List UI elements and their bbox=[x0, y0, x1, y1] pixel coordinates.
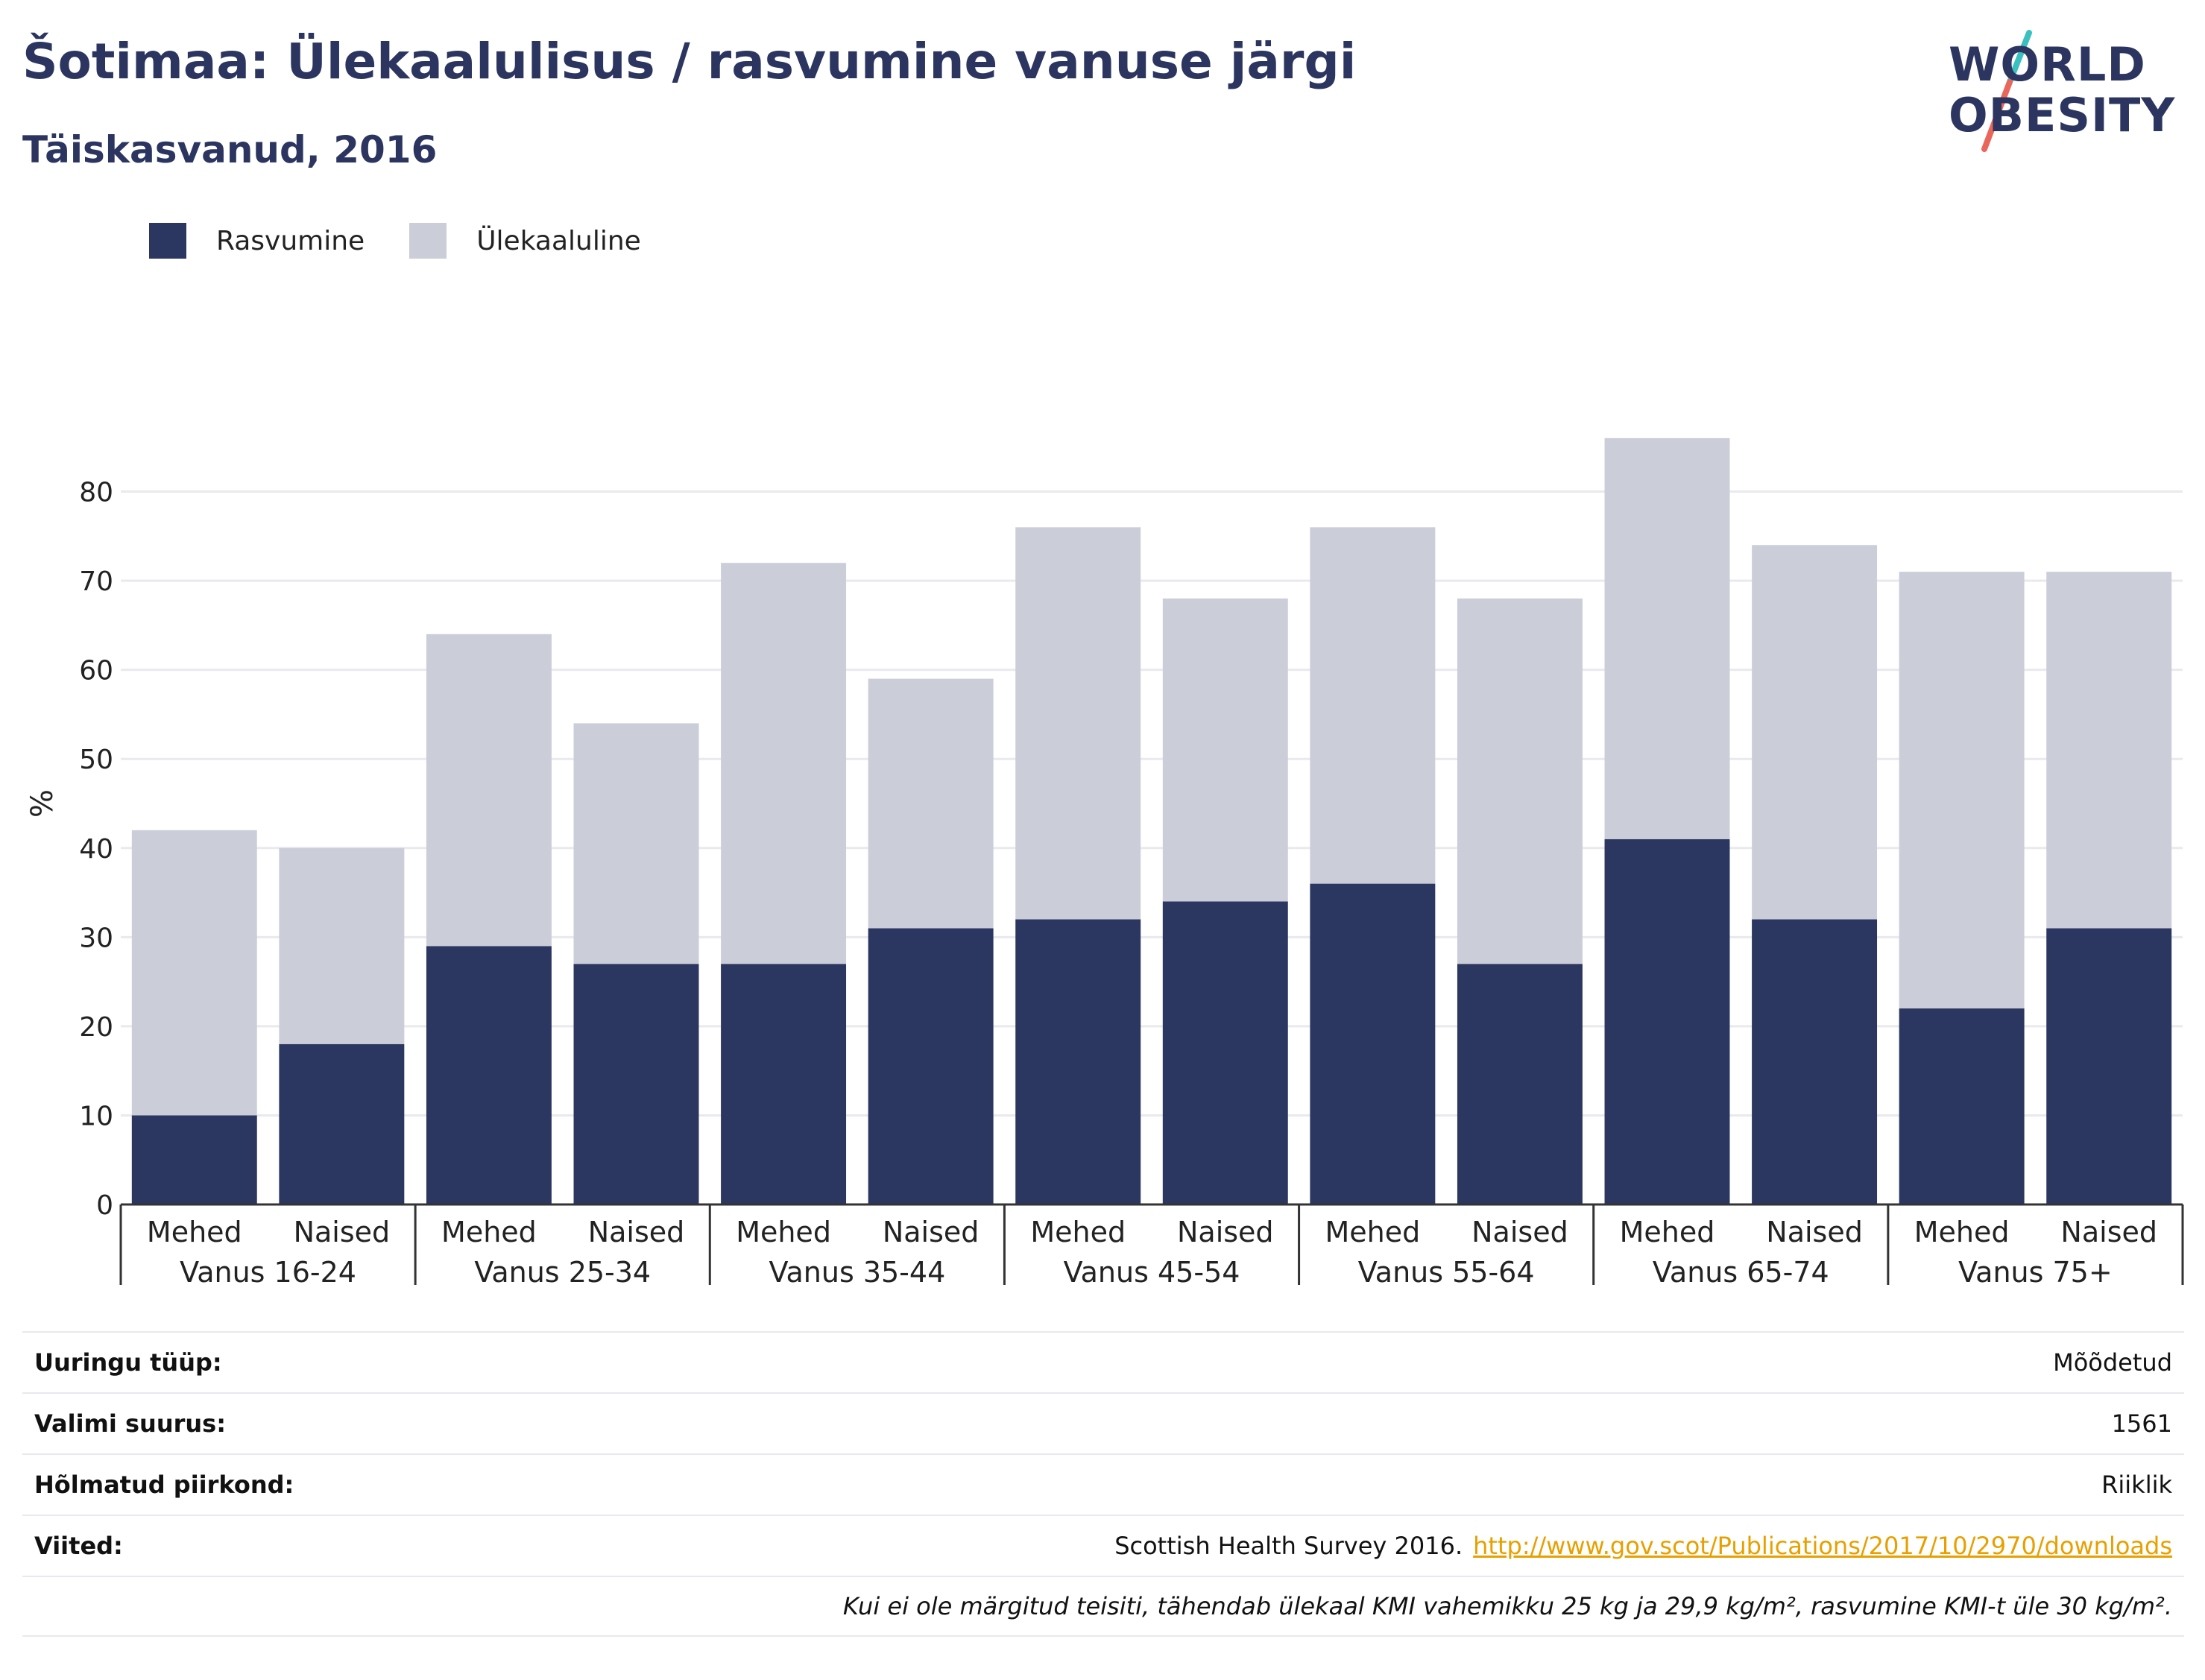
x-tick-label: Mehed bbox=[1620, 1216, 1715, 1248]
area-label: Hõlmatud piirkond: bbox=[34, 1471, 294, 1499]
x-tick-label: Mehed bbox=[147, 1216, 242, 1248]
sample-size-value: 1561 bbox=[2111, 1409, 2172, 1438]
bar-overweight bbox=[1310, 527, 1436, 884]
x-tick-label: Mehed bbox=[1325, 1216, 1420, 1248]
legend-swatch-overweight bbox=[409, 223, 447, 259]
stacked-bar-chart: 0 10 20 30 40 50 60 70 80% Mehed Naised Mehed Naised… bbox=[25, 438, 2184, 1289]
bar-overweight bbox=[2046, 572, 2172, 929]
y-axis-label: % bbox=[25, 789, 60, 818]
y-tick-label: 40 bbox=[79, 834, 113, 865]
bar-overweight bbox=[1162, 599, 1288, 902]
x-tick-label: Mehed bbox=[441, 1216, 537, 1248]
group-label: Vanus 75+ bbox=[1958, 1256, 2113, 1289]
survey-type-label: Uuringu tüüp: bbox=[34, 1348, 222, 1377]
chart-legend: Rasvumine Ülekaaluline bbox=[149, 222, 686, 259]
bar-obesity bbox=[131, 1115, 257, 1204]
y-tick-label: 10 bbox=[79, 1101, 113, 1131]
chart-subtitle: Täiskasvanud, 2016 bbox=[22, 128, 438, 171]
legend-label-obesity: Rasvumine bbox=[216, 225, 365, 256]
x-tick-label: Mehed bbox=[736, 1216, 831, 1248]
group-label: Vanus 25-34 bbox=[474, 1256, 651, 1289]
x-tick-label: Naised bbox=[1471, 1216, 1568, 1248]
world-obesity-logo: WORLD OBESITY bbox=[1938, 22, 2184, 157]
x-tick-label: Naised bbox=[294, 1216, 391, 1248]
info-row-references: Viited: Scottish Health Survey 2016. http… bbox=[22, 1515, 2184, 1576]
y-tick-label: 70 bbox=[79, 566, 113, 597]
logo-line1: WORLD bbox=[1949, 37, 2146, 92]
bar-overweight bbox=[1015, 527, 1141, 920]
group-label: Vanus 35-44 bbox=[769, 1256, 945, 1289]
bar-overweight bbox=[1604, 438, 1730, 839]
y-tick-label: 50 bbox=[79, 745, 113, 775]
bar-obesity bbox=[426, 946, 552, 1204]
y-tick-label: 20 bbox=[79, 1012, 113, 1043]
group-label: Vanus 45-54 bbox=[1064, 1256, 1240, 1289]
bar-obesity bbox=[2046, 928, 2172, 1204]
references-link[interactable]: http://www.gov.scot/Publications/2017/10… bbox=[1473, 1532, 2172, 1560]
bar-obesity bbox=[1899, 1008, 2025, 1204]
bar-obesity bbox=[1162, 901, 1288, 1204]
y-tick-label: 60 bbox=[79, 656, 113, 686]
info-row-area: Hõlmatud piirkond: Riiklik bbox=[22, 1453, 2184, 1515]
bar-overweight bbox=[868, 678, 994, 929]
bar-overweight bbox=[1752, 545, 1878, 920]
group-label: Vanus 55-64 bbox=[1358, 1256, 1535, 1289]
bar-obesity bbox=[1752, 919, 1878, 1204]
survey-type-value: Mõõdetud bbox=[2053, 1348, 2172, 1377]
x-tick-label: Naised bbox=[1177, 1216, 1274, 1248]
info-row-sample-size: Valimi suurus: 1561 bbox=[22, 1392, 2184, 1453]
bar-obesity bbox=[573, 964, 699, 1204]
x-tick-label: Naised bbox=[1766, 1216, 1863, 1248]
info-row-survey-type: Uuringu tüüp: Mõõdetud bbox=[22, 1331, 2184, 1392]
references-value: Scottish Health Survey 2016. http://www.g… bbox=[1114, 1532, 2172, 1560]
bar-obesity bbox=[1015, 919, 1141, 1204]
bar-overweight bbox=[1899, 572, 2025, 1008]
x-tick-label: Naised bbox=[883, 1216, 980, 1248]
bar-overweight bbox=[721, 563, 847, 964]
info-row-note: Kui ei ole märgitud teisiti, tähendab ül… bbox=[22, 1576, 2184, 1637]
x-tick-label: Naised bbox=[2060, 1216, 2157, 1248]
y-tick-label: 80 bbox=[79, 478, 113, 508]
chart-title: Šotimaa: Ülekaalulisus / rasvumine vanus… bbox=[22, 33, 1357, 90]
bar-overweight bbox=[573, 723, 699, 964]
logo-line2: OBESITY bbox=[1949, 88, 2176, 142]
area-value: Riiklik bbox=[2101, 1471, 2172, 1499]
legend-item-obesity[interactable]: Rasvumine bbox=[149, 223, 365, 259]
bar-obesity bbox=[1457, 964, 1583, 1204]
legend-swatch-obesity bbox=[149, 223, 186, 259]
definition-note: Kui ei ole märgitud teisiti, tähendab ül… bbox=[842, 1592, 2172, 1620]
bar-obesity bbox=[868, 928, 994, 1204]
references-label: Viited: bbox=[34, 1532, 123, 1560]
bar-obesity bbox=[279, 1043, 405, 1204]
x-tick-label: Naised bbox=[588, 1216, 685, 1248]
bar-overweight bbox=[426, 634, 552, 947]
bar-obesity bbox=[1604, 839, 1730, 1204]
y-tick-label: 30 bbox=[79, 923, 113, 953]
bar-obesity bbox=[721, 964, 847, 1204]
group-label: Vanus 16-24 bbox=[180, 1256, 356, 1289]
bar-obesity bbox=[1310, 883, 1436, 1204]
x-tick-label: Mehed bbox=[1914, 1216, 2010, 1248]
sample-size-label: Valimi suurus: bbox=[34, 1409, 227, 1438]
logo-slash-icon bbox=[1981, 30, 2032, 152]
group-label: Vanus 65-74 bbox=[1653, 1256, 1829, 1289]
legend-item-overweight[interactable]: Ülekaaluline bbox=[409, 223, 641, 259]
y-tick-label: 0 bbox=[96, 1190, 113, 1221]
x-tick-label: Mehed bbox=[1030, 1216, 1126, 1248]
references-text: Scottish Health Survey 2016. bbox=[1114, 1532, 1463, 1560]
legend-label-overweight: Ülekaaluline bbox=[476, 225, 641, 256]
bar-overweight bbox=[279, 847, 405, 1044]
bar-overweight bbox=[1457, 599, 1583, 964]
info-table: Uuringu tüüp: Mõõdetud Valimi suurus: 15… bbox=[22, 1331, 2184, 1637]
bar-overweight bbox=[131, 830, 257, 1116]
